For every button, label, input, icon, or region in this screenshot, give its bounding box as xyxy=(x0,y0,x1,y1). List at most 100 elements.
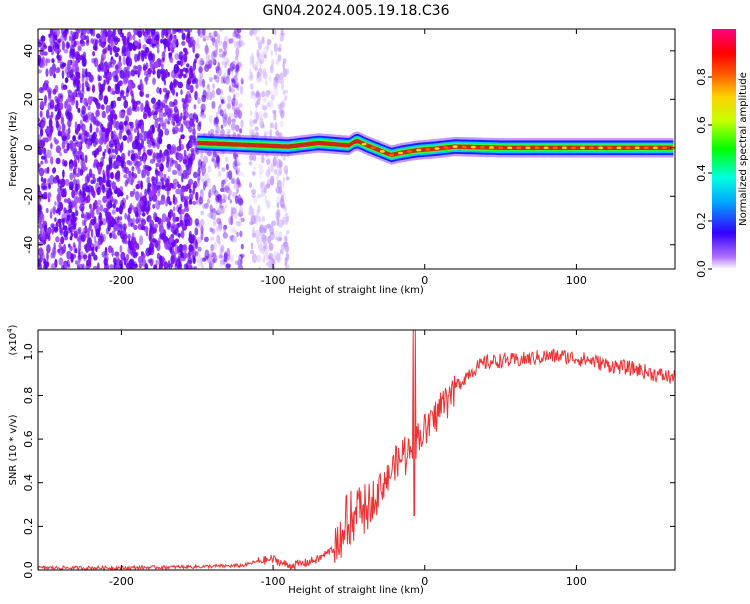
heatmap-cell xyxy=(74,127,79,135)
heatmap-cell xyxy=(262,123,265,129)
heatmap-cell xyxy=(236,260,240,266)
heatmap-cell xyxy=(235,124,240,132)
heatmap-cell xyxy=(187,259,193,264)
heatmap-cell xyxy=(146,131,150,140)
heatmap-cell xyxy=(127,207,132,215)
heatmap-cell xyxy=(116,96,122,102)
heatmap-cell xyxy=(138,263,143,269)
ridge-peak-mark xyxy=(525,146,531,150)
x-tick-label: 0 xyxy=(421,274,428,287)
heatmap-cell xyxy=(152,193,158,202)
heatmap-cell xyxy=(206,198,211,204)
heatmap-cell xyxy=(219,224,222,233)
heatmap-cell xyxy=(62,84,68,90)
heatmap-cell xyxy=(100,33,106,42)
heatmap-cell xyxy=(55,34,58,41)
heatmap-cell xyxy=(269,163,274,173)
heatmap-cell xyxy=(147,205,151,212)
heatmap-cell xyxy=(234,211,238,220)
heatmap-cell xyxy=(164,118,169,124)
ridge-peak-mark xyxy=(543,146,549,150)
ridge-peak-mark xyxy=(580,146,585,150)
y-tick-label: 0.0 xyxy=(22,561,35,579)
heatmap-cell xyxy=(131,236,137,244)
heatmap-cell xyxy=(209,76,213,83)
ridge-peak-mark xyxy=(516,146,522,150)
heatmap-cell xyxy=(251,192,256,199)
heatmap-cell xyxy=(226,247,230,257)
heatmap-cell xyxy=(219,246,223,257)
heatmap-cell xyxy=(135,217,140,224)
heatmap-cell xyxy=(267,201,271,209)
heatmap-cell xyxy=(70,253,74,263)
heatmap-cell xyxy=(179,29,184,34)
heatmap-cell xyxy=(224,61,227,69)
heatmap-cell xyxy=(137,133,144,141)
heatmap-cell xyxy=(155,259,160,265)
heatmap-cell xyxy=(186,33,191,39)
ridge-peak-mark xyxy=(489,146,494,149)
heatmap-cell xyxy=(56,200,60,211)
heatmap-cell xyxy=(49,174,55,185)
heatmap-cell xyxy=(217,162,221,170)
heatmap-cell xyxy=(43,258,46,266)
heatmap-cell xyxy=(78,251,81,256)
ridge-peak-mark xyxy=(661,146,667,150)
heatmap-cell xyxy=(218,48,223,53)
ridge-peak-mark xyxy=(361,142,367,146)
heatmap-cell xyxy=(52,246,57,256)
heatmap-cell xyxy=(87,105,91,111)
heatmap-cell xyxy=(105,104,110,114)
ridge-peak-mark xyxy=(434,147,440,150)
heatmap-cell xyxy=(61,123,66,132)
heatmap-cell xyxy=(179,214,183,221)
heatmap-cell xyxy=(231,254,234,263)
heatmap-cell xyxy=(71,189,76,199)
heatmap-cell xyxy=(143,49,148,60)
heatmap-cell xyxy=(199,189,204,194)
heatmap-cell xyxy=(156,68,161,79)
snr-y-axis-label: SNR (10 * v/v) xyxy=(8,414,19,485)
colorbar-ticks: 0.0 0.2 0.4 0.6 0.8 xyxy=(695,68,712,278)
heatmap-cell xyxy=(132,34,136,41)
heatmap-cell xyxy=(168,52,173,57)
heatmap-cell xyxy=(273,161,276,168)
heatmap-cell xyxy=(215,154,219,160)
heatmap-cell xyxy=(234,162,239,167)
heatmap-cell xyxy=(197,174,201,183)
heatmap-cell xyxy=(261,36,265,45)
heatmap-cell xyxy=(198,121,202,127)
heatmap-cell xyxy=(222,75,226,82)
heatmap-cell xyxy=(82,186,86,196)
heatmap-cell xyxy=(253,214,258,225)
heatmap-cell xyxy=(282,61,285,70)
heatmap-cell xyxy=(98,220,104,226)
heatmap-cell xyxy=(41,193,46,200)
heatmap-cell xyxy=(279,120,284,128)
heatmap-cell xyxy=(49,46,53,53)
heatmap-cell xyxy=(135,119,139,128)
ridge-peak-mark xyxy=(498,146,504,150)
heatmap-cell xyxy=(99,212,102,221)
heatmap-cell xyxy=(137,66,142,76)
heatmap-cell xyxy=(55,209,59,214)
heatmap-cell xyxy=(253,29,257,37)
heatmap-cell xyxy=(113,224,119,231)
heatmap-cell xyxy=(153,223,159,229)
heatmap-cell xyxy=(43,168,49,174)
heatmap-cell xyxy=(273,87,279,97)
heatmap-cell xyxy=(278,168,283,176)
heatmap-cell xyxy=(116,136,119,145)
heatmap-cell xyxy=(201,78,205,88)
heatmap-cell xyxy=(228,190,233,196)
heatmap-cell xyxy=(251,90,256,96)
heatmap-cell xyxy=(262,112,268,119)
heatmap-cell xyxy=(97,199,102,206)
heatmap-cell xyxy=(45,68,49,77)
heatmap-cell xyxy=(171,169,178,176)
heatmap-cell xyxy=(213,254,218,262)
heatmap-cell xyxy=(274,46,278,56)
heatmap-cell xyxy=(122,135,128,141)
heatmap-cell xyxy=(43,178,47,183)
heatmap-cell xyxy=(131,232,135,239)
